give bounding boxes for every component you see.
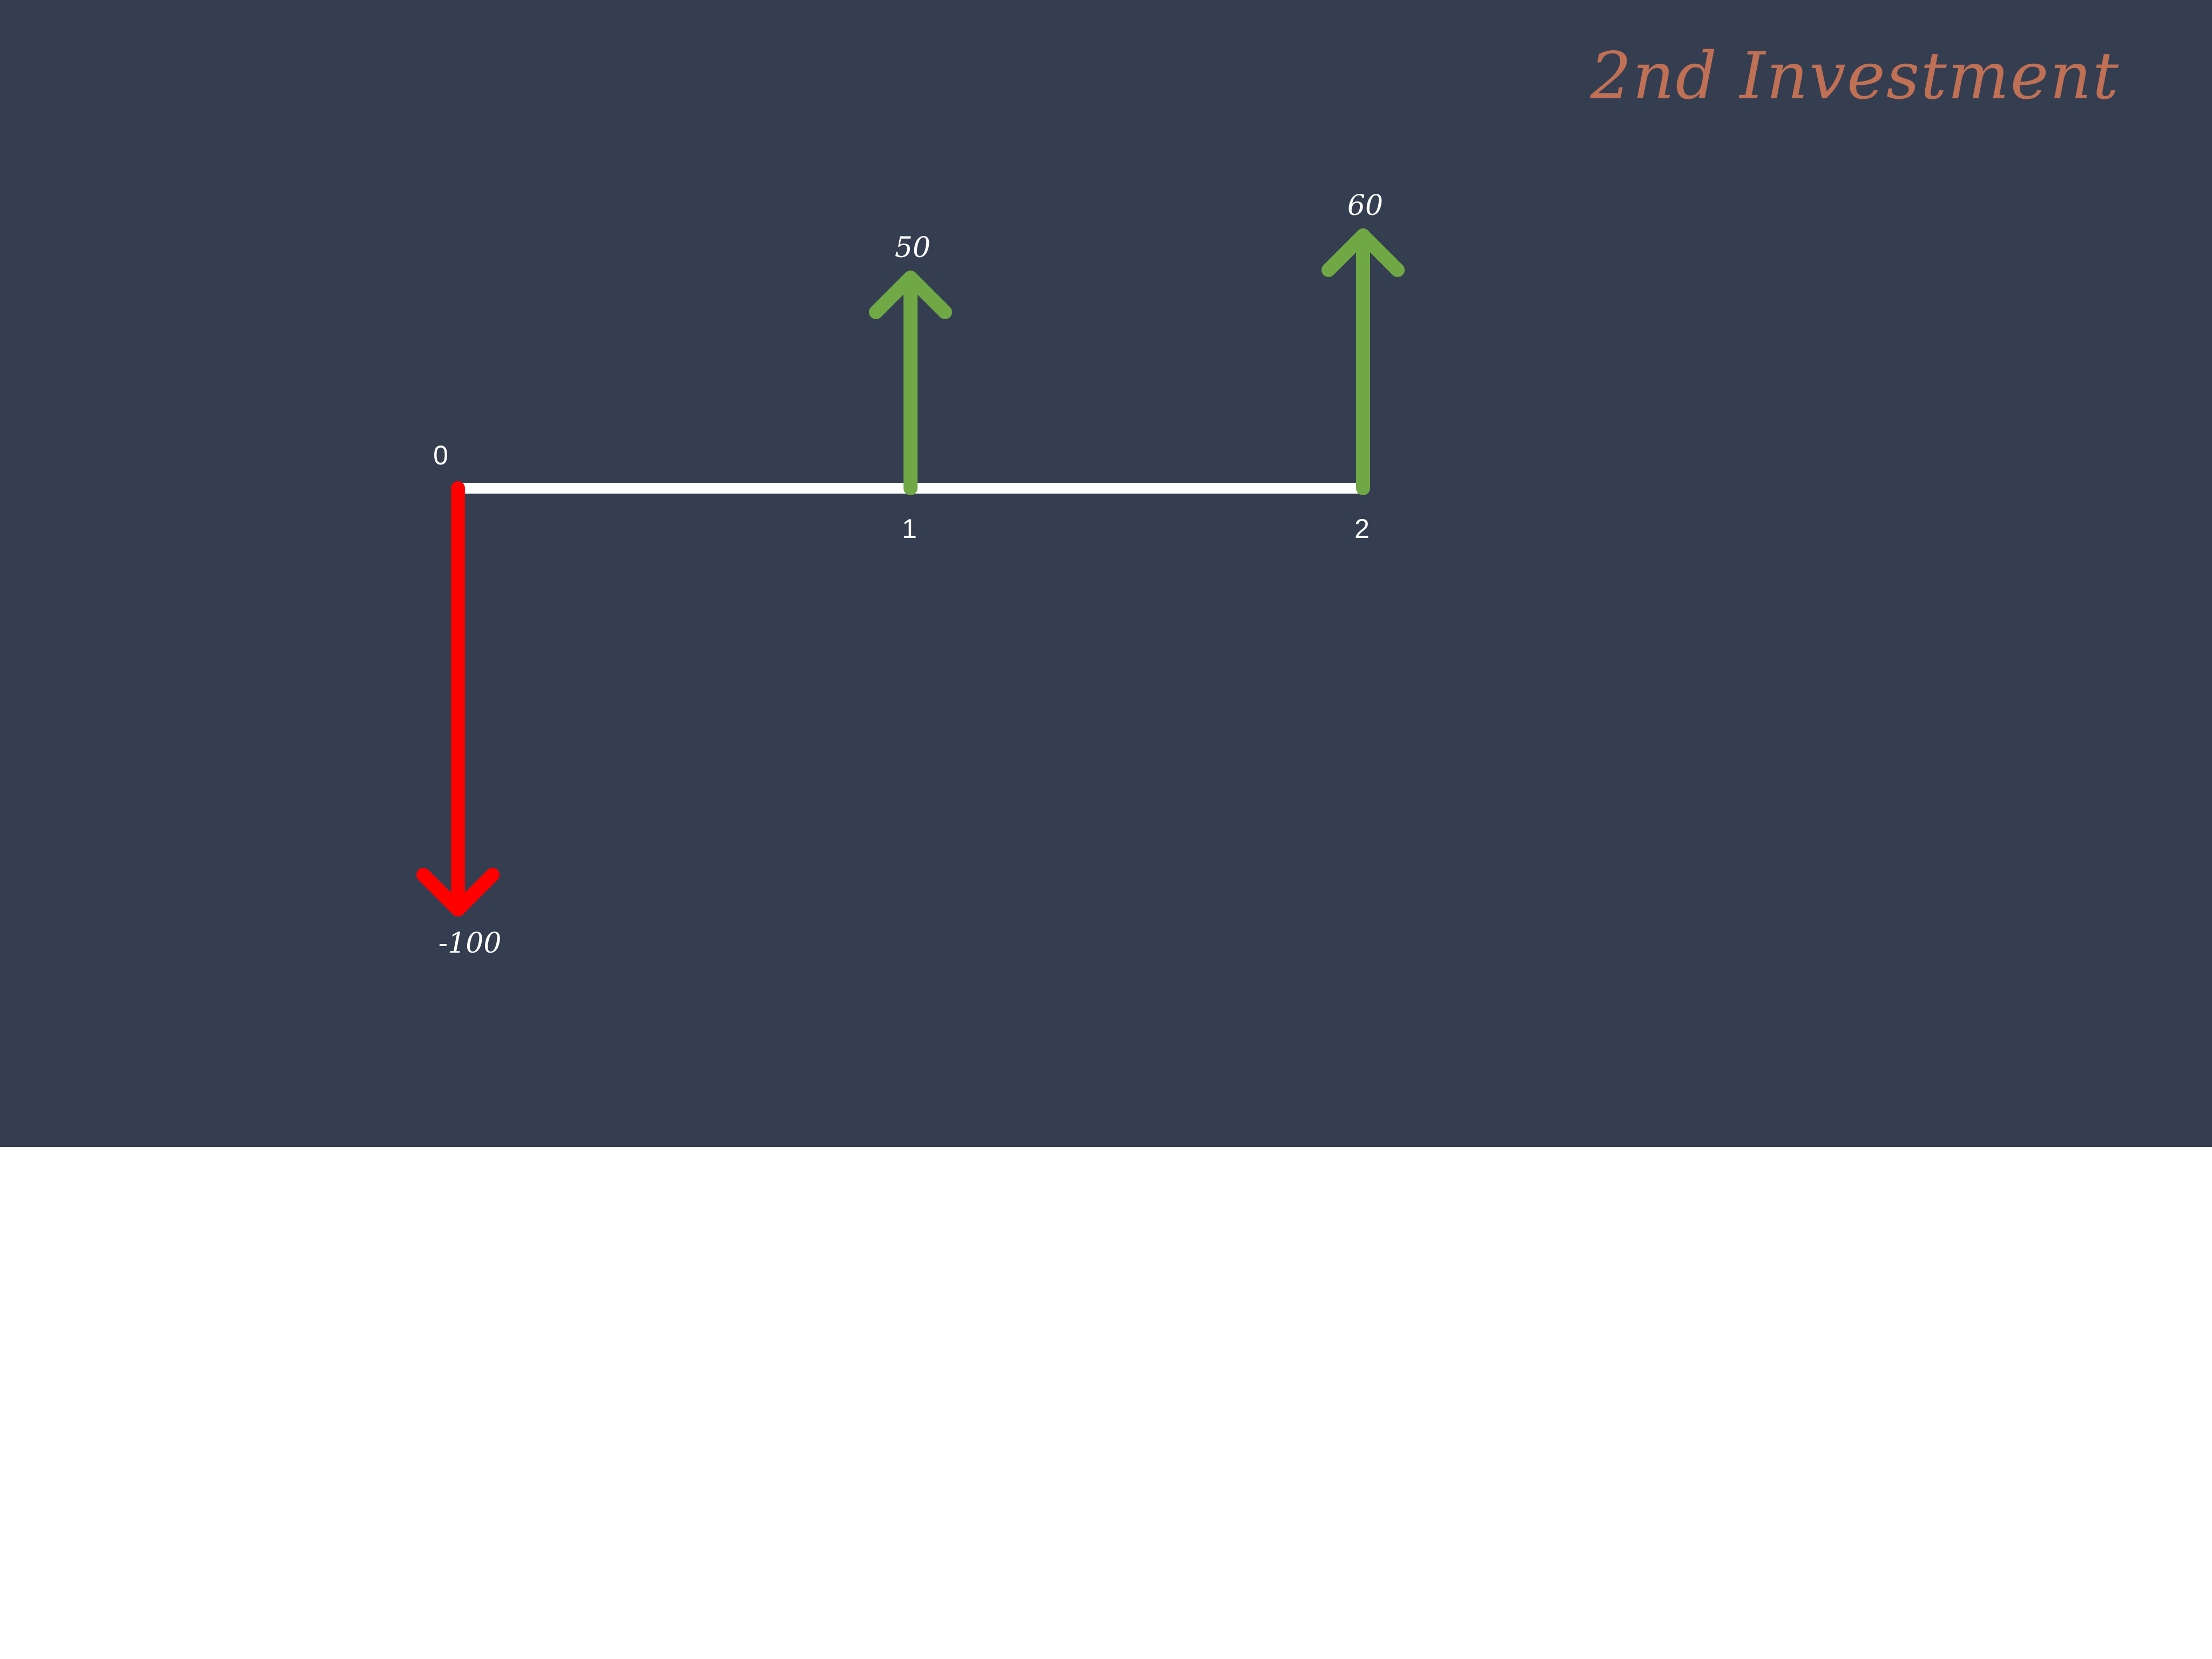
arrow-head-1 (869, 271, 952, 319)
inflow-arrow-2 (1321, 228, 1405, 495)
arrow-head-2 (1321, 228, 1405, 277)
slide-title: 2nd Investment (1590, 39, 2120, 114)
cash-flow-diagram: 0 1 2 -100 50 60 (416, 190, 1405, 960)
outflow-arrow-0 (416, 481, 500, 916)
cash-flow-label-2: 60 (1347, 190, 1383, 222)
period-label-2: 2 (1354, 514, 1370, 544)
cash-flow-label-1: 50 (895, 232, 930, 264)
arrow-head-0 (416, 868, 500, 916)
slide-canvas: 2nd Investment 0 1 2 -100 50 60 (0, 0, 2212, 1147)
period-label-0: 0 (433, 440, 448, 470)
period-label-1: 1 (902, 514, 917, 544)
blank-area (0, 1147, 2212, 1659)
inflow-arrow-1 (869, 271, 952, 495)
cash-flow-label-0: -100 (439, 927, 502, 960)
